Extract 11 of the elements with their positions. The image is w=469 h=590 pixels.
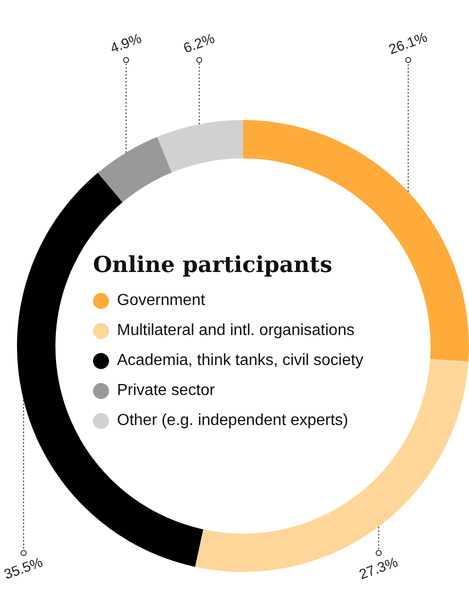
- legend-label: Multilateral and intl. organisations: [117, 322, 354, 340]
- legend-label: Private sector: [117, 382, 215, 400]
- data-label: 35.5%: [2, 554, 45, 582]
- legend-label: Academia, think tanks, civil society: [117, 352, 364, 370]
- data-label: 26.1%: [386, 28, 430, 58]
- data-label: 6.2%: [181, 30, 217, 56]
- legend-label: Other (e.g. independent experts): [117, 412, 348, 430]
- data-label: 27.3%: [356, 554, 400, 582]
- data-label: 4.9%: [108, 30, 144, 56]
- text: Online participants: [93, 252, 334, 278]
- legend-label: Government: [117, 292, 206, 310]
